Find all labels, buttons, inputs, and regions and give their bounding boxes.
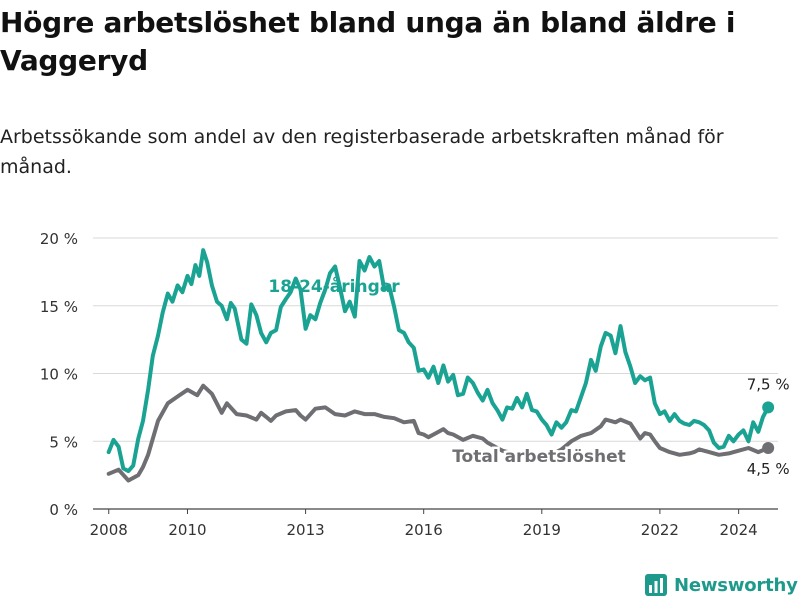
series-label-youth: 18-24-åringar bbox=[268, 275, 400, 297]
chart-labels: 18-24-åringar Total arbetslöshet 7,5 % 4,5 … bbox=[268, 275, 789, 478]
x-tick-label: 2010 bbox=[168, 521, 206, 539]
series-lines bbox=[106, 248, 775, 483]
brand-name: Newsworthy bbox=[674, 574, 798, 596]
y-tick-label: 20 % bbox=[40, 230, 78, 248]
chart-subtitle: Arbetssökande som andel av den registerb… bbox=[0, 126, 724, 178]
x-tick-label: 2022 bbox=[641, 521, 679, 539]
axes: 0 % 5 % 10 % 15 % 20 % 2008 2010 2013 2016 2019 20… bbox=[40, 230, 778, 539]
series-label-total: Total arbetslöshet bbox=[452, 447, 626, 467]
end-value-youth: 7,5 % bbox=[747, 375, 790, 393]
x-tick-label: 2019 bbox=[523, 521, 561, 539]
y-tick-label: 5 % bbox=[49, 433, 78, 451]
end-value-total: 4,5 % bbox=[747, 460, 790, 478]
series-line-total bbox=[106, 383, 771, 483]
y-tick-label: 10 % bbox=[40, 366, 78, 384]
newsworthy-logo[interactable]: Newsworthy bbox=[644, 570, 798, 600]
end-point-youth bbox=[762, 401, 775, 414]
grid-lines bbox=[93, 237, 778, 442]
x-tick-label: 2016 bbox=[405, 521, 443, 539]
x-tick-label: 2013 bbox=[286, 521, 324, 539]
series-line-youth bbox=[106, 248, 771, 474]
x-tick-label: 2008 bbox=[90, 521, 128, 539]
bar-chart-icon bbox=[645, 574, 667, 596]
end-point-total bbox=[762, 442, 775, 455]
x-tick-label: 2024 bbox=[720, 521, 758, 539]
chart-title: Högre arbetslöshet bland unga än bland ä… bbox=[0, 6, 736, 77]
y-tick-label: 15 % bbox=[40, 298, 78, 316]
y-tick-label: 0 % bbox=[49, 501, 78, 519]
